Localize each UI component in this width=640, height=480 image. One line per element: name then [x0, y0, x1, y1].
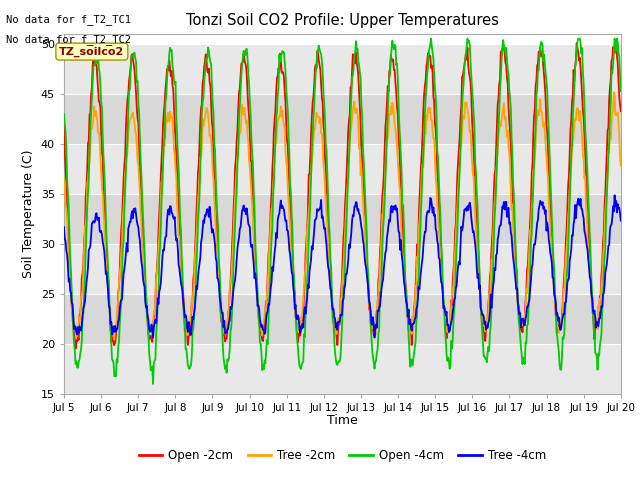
- Text: No data for f_T2_TC1: No data for f_T2_TC1: [6, 14, 131, 25]
- Bar: [64, 144, 621, 193]
- Text: No data for f_T2_TC2: No data for f_T2_TC2: [6, 34, 131, 45]
- X-axis label: Time: Time: [327, 414, 358, 427]
- Title: Tonzi Soil CO2 Profile: Upper Temperatures: Tonzi Soil CO2 Profile: Upper Temperatur…: [186, 13, 499, 28]
- Bar: [64, 243, 621, 294]
- Bar: [64, 193, 621, 243]
- Bar: [64, 294, 621, 344]
- Bar: [64, 344, 621, 394]
- Legend: Open -2cm, Tree -2cm, Open -4cm, Tree -4cm: Open -2cm, Tree -2cm, Open -4cm, Tree -4…: [134, 444, 550, 467]
- Bar: [64, 44, 621, 94]
- Bar: [64, 94, 621, 144]
- Text: TZ_soilco2: TZ_soilco2: [60, 47, 124, 57]
- Y-axis label: Soil Temperature (C): Soil Temperature (C): [22, 149, 35, 278]
